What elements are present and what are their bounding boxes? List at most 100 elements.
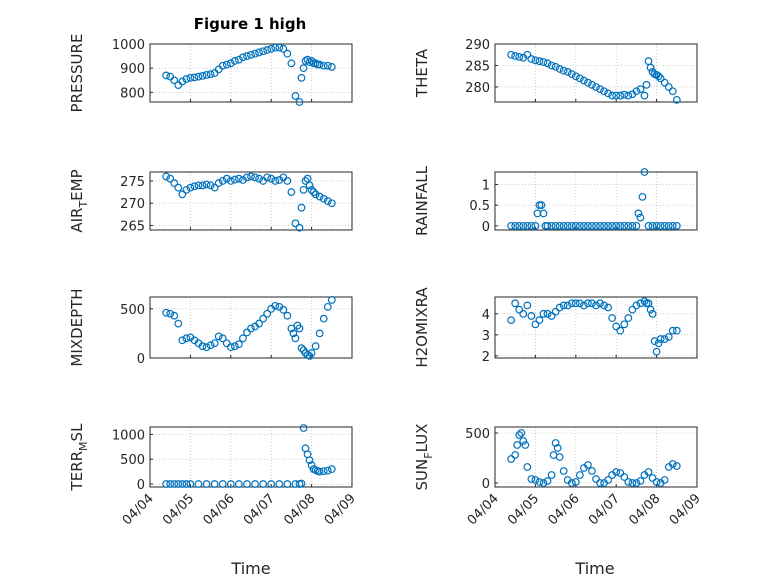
data-point <box>287 188 296 196</box>
data-point <box>311 342 320 351</box>
data-point <box>170 179 179 188</box>
data-point <box>648 309 657 318</box>
data-point <box>555 65 564 73</box>
x-tick-label: 04/08 <box>626 491 663 528</box>
data-point <box>190 73 199 82</box>
y-tick-label: 3 <box>482 329 490 344</box>
data-point <box>255 174 263 183</box>
y-tick-label: 1 <box>482 178 490 193</box>
data-point <box>588 467 596 475</box>
data-point <box>202 480 211 488</box>
data-point <box>319 314 328 323</box>
data-point <box>507 50 516 59</box>
data-point <box>226 480 235 488</box>
data-point <box>275 480 284 488</box>
data-point <box>289 329 298 338</box>
data-point <box>547 312 556 320</box>
data-point <box>612 468 621 476</box>
data-point <box>584 461 592 469</box>
data-point <box>523 221 532 230</box>
data-point <box>267 174 276 183</box>
data-point <box>327 296 336 304</box>
data-point <box>668 326 677 335</box>
data-point <box>178 480 187 488</box>
data-point <box>563 68 572 76</box>
data-point <box>162 480 171 488</box>
data-point <box>571 478 580 486</box>
data-point <box>222 174 231 183</box>
data-point <box>664 83 673 91</box>
axes-box <box>149 43 353 103</box>
data-point <box>636 477 645 485</box>
data-point <box>198 71 207 80</box>
data-point <box>218 61 227 70</box>
data-point <box>214 332 223 341</box>
y-axis-label: RAINFALL <box>413 165 431 236</box>
data-point <box>243 328 251 337</box>
data-point <box>170 76 179 85</box>
data-point <box>535 57 544 66</box>
data-point <box>297 344 306 353</box>
data-point <box>162 172 171 181</box>
data-point <box>584 78 592 87</box>
data-point <box>182 334 191 343</box>
data-point <box>588 80 596 89</box>
data-point <box>507 455 516 463</box>
data-point <box>588 299 596 308</box>
data-point <box>523 50 532 59</box>
data-point <box>646 63 655 72</box>
y-tick-label: 0 <box>137 478 145 493</box>
data-point <box>166 174 175 183</box>
data-point <box>559 221 568 230</box>
data-point <box>243 480 251 488</box>
data-point <box>283 177 292 185</box>
subplot-3: 265 270 275 AIRTEMP <box>68 169 353 235</box>
data-point <box>194 72 203 81</box>
data-series <box>162 424 336 488</box>
x-tick-label: 04/06 <box>546 491 583 528</box>
data-point <box>323 197 332 205</box>
data-point <box>624 221 633 230</box>
data-point <box>624 314 633 322</box>
data-point <box>210 339 219 348</box>
data-point <box>656 221 665 230</box>
data-point <box>513 441 522 449</box>
data-point <box>636 85 645 94</box>
data-point <box>596 85 604 94</box>
data-point <box>251 173 259 182</box>
data-point <box>279 305 288 314</box>
data-point <box>664 333 673 341</box>
data-point <box>515 431 524 439</box>
data-point <box>632 221 641 230</box>
data-point <box>596 479 604 487</box>
data-point <box>287 59 296 68</box>
x-tick-label: 04/04 <box>120 491 157 528</box>
data-point <box>305 181 314 190</box>
data-point <box>297 479 306 488</box>
y-tick-label: 500 <box>120 453 145 468</box>
data-point <box>543 477 552 485</box>
data-point <box>616 326 625 335</box>
data-point <box>297 203 306 212</box>
data-point <box>279 44 288 53</box>
y-tick-label: 0 <box>482 477 490 492</box>
data-point <box>178 336 187 345</box>
data-point <box>579 301 588 310</box>
axes-box <box>494 426 698 488</box>
data-point <box>543 309 552 318</box>
data-point <box>202 71 211 79</box>
data-point <box>668 460 677 468</box>
data-point <box>263 46 272 54</box>
data-point <box>559 467 568 475</box>
y-tick-label: 0 <box>482 220 490 235</box>
data-point <box>287 324 296 333</box>
data-point <box>226 59 235 68</box>
y-tick-label: 800 <box>120 86 145 101</box>
y-tick-label: 280 <box>465 81 490 96</box>
data-point <box>612 322 621 331</box>
data-point <box>517 429 526 437</box>
data-point <box>519 309 528 318</box>
data-point <box>539 309 548 318</box>
grid-lines <box>494 172 698 230</box>
